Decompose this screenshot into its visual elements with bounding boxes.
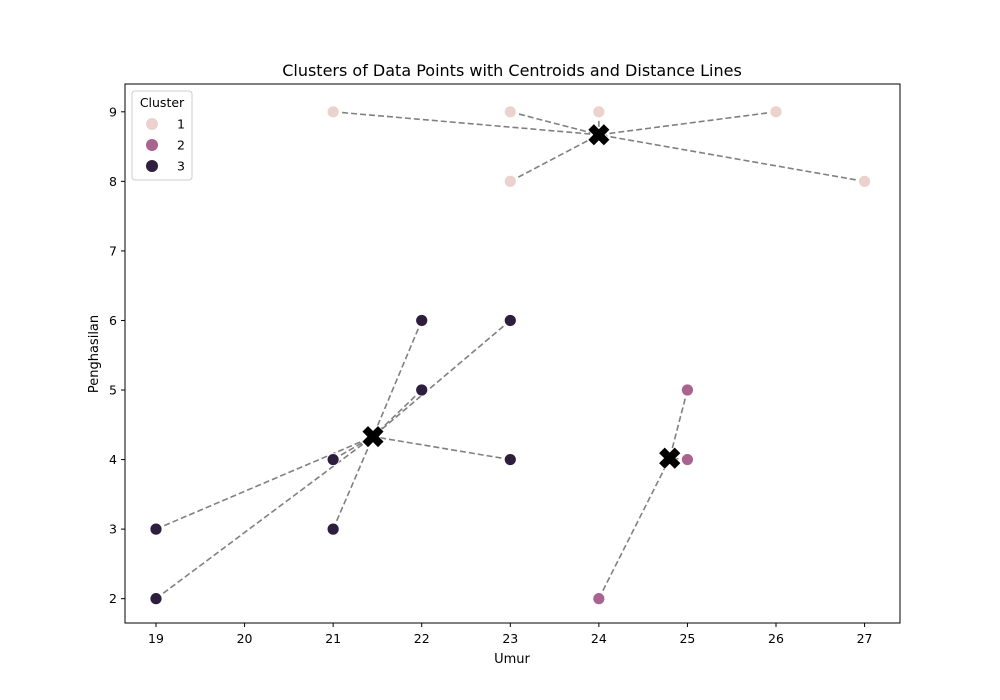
- y-tick-label: 8: [109, 174, 117, 189]
- legend-marker-cluster-3: [146, 160, 158, 172]
- x-tick-label: 21: [325, 631, 341, 646]
- data-point-cluster-3: [503, 453, 517, 466]
- data-point-cluster-1: [769, 105, 783, 119]
- x-tick-label: 20: [237, 631, 253, 646]
- data-point-cluster-2: [681, 453, 694, 466]
- x-axis-label: Umur: [494, 652, 530, 667]
- centroid-marker-cluster-1: [587, 123, 611, 147]
- x-tick-label: 25: [679, 631, 695, 646]
- distance-line: [372, 320, 423, 437]
- data-point-cluster-3: [503, 314, 517, 327]
- data-point-cluster-1: [592, 105, 606, 119]
- y-tick-label: 5: [109, 383, 117, 398]
- y-axis-label: Penghasilan: [87, 315, 102, 393]
- legend-marker-cluster-1: [146, 118, 158, 130]
- distance-line: [598, 457, 671, 600]
- y-tick-label: 6: [109, 313, 117, 328]
- x-tick-label: 27: [857, 631, 873, 646]
- chart-title: Clusters of Data Points with Centroids a…: [282, 61, 742, 80]
- data-point-cluster-2: [592, 592, 606, 606]
- legend: Cluster 1 2 3: [131, 90, 193, 181]
- data-point-cluster-3: [326, 522, 340, 536]
- legend-box: [131, 90, 193, 181]
- centroids: [361, 123, 682, 470]
- legend-marker-cluster-2: [146, 139, 158, 151]
- legend-title: Cluster: [140, 95, 185, 110]
- distance-line: [510, 111, 600, 136]
- x-tick-label: 19: [148, 631, 164, 646]
- data-point-cluster-3: [415, 314, 429, 327]
- legend-label-cluster-2: 2: [177, 138, 185, 153]
- data-point-cluster-3: [415, 383, 429, 397]
- y-tick-label: 9: [109, 104, 117, 119]
- x-tick-label: 22: [414, 631, 430, 646]
- distance-line: [155, 435, 374, 530]
- plot-area: [149, 105, 871, 606]
- data-point-cluster-3: [149, 592, 163, 606]
- centroid-marker-cluster-3: [361, 425, 385, 449]
- data-point-cluster-3: [149, 522, 163, 536]
- y-tick-label: 4: [109, 452, 117, 467]
- centroid-marker-cluster-2: [658, 446, 682, 470]
- data-point-cluster-3: [326, 453, 340, 466]
- distance-line: [598, 111, 777, 136]
- legend-label-cluster-3: 3: [177, 159, 185, 174]
- y-tick-label: 3: [109, 522, 117, 537]
- distance-line: [372, 435, 511, 461]
- data-point-cluster-2: [681, 383, 694, 397]
- x-axis: 19 20 21 22 23 24 25 26 27: [148, 623, 873, 646]
- distance-line: [668, 389, 689, 459]
- data-point-cluster-1: [326, 105, 340, 119]
- distance-line: [598, 133, 865, 183]
- legend-label-cluster-1: 1: [177, 117, 185, 132]
- x-tick-label: 24: [591, 631, 607, 646]
- x-tick-label: 26: [768, 631, 784, 646]
- x-tick-label: 23: [502, 631, 518, 646]
- data-points: [149, 105, 871, 606]
- y-axis: 2 3 4 5 6 7 8 9: [109, 104, 125, 606]
- distance-line: [333, 111, 599, 136]
- distance-line: [332, 436, 374, 530]
- distance-line: [372, 319, 511, 438]
- axes-frame: [124, 83, 901, 624]
- distance-line: [155, 435, 374, 600]
- data-point-cluster-1: [503, 174, 517, 188]
- data-point-cluster-1: [858, 174, 871, 188]
- data-point-cluster-1: [503, 105, 517, 119]
- y-tick-label: 2: [109, 591, 117, 606]
- y-tick-label: 7: [109, 243, 117, 258]
- distance-line: [509, 134, 600, 183]
